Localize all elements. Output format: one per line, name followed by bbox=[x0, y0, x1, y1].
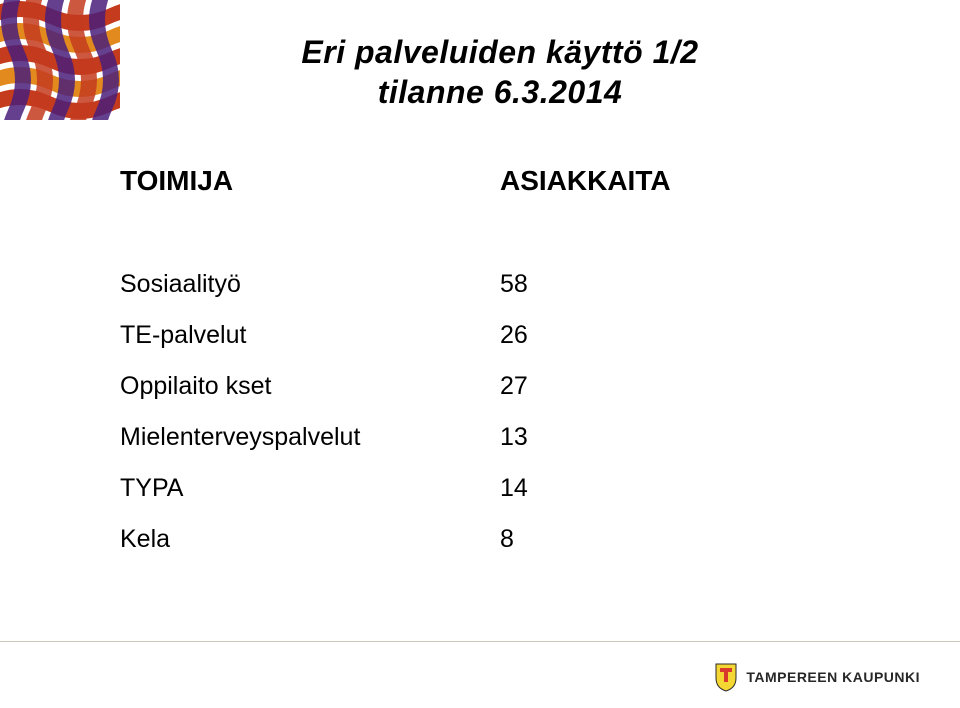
header-left: TOIMIJA bbox=[120, 165, 500, 197]
table-row: Sosiaalityö 58 bbox=[120, 270, 840, 299]
row-label: TE-palvelut bbox=[120, 321, 500, 350]
title-line-2: tilanne 6.3.2014 bbox=[150, 72, 850, 112]
row-label: Mielenterveyspalvelut bbox=[120, 423, 500, 452]
crest-icon bbox=[714, 662, 738, 692]
table-header: TOIMIJA ASIAKKAITA bbox=[120, 165, 840, 197]
slide: Eri palveluiden käyttö 1/2 tilanne 6.3.2… bbox=[0, 0, 960, 708]
footer-city-label: TAMPEREEN KAUPUNKI bbox=[746, 669, 920, 685]
title-line-1: Eri palveluiden käyttö 1/2 bbox=[150, 32, 850, 72]
table-row: TYPA 14 bbox=[120, 474, 840, 503]
table-row: Kela 8 bbox=[120, 525, 840, 554]
row-value: 8 bbox=[500, 525, 800, 554]
footer-divider bbox=[0, 641, 960, 642]
row-label: TYPA bbox=[120, 474, 500, 503]
table-row: Oppilaito kset 27 bbox=[120, 372, 840, 401]
table-row: Mielenterveyspalvelut 13 bbox=[120, 423, 840, 452]
row-label: Sosiaalityö bbox=[120, 270, 500, 299]
row-value: 14 bbox=[500, 474, 800, 503]
table-body: Sosiaalityö 58 TE-palvelut 26 Oppilaito … bbox=[120, 270, 840, 576]
row-label: Kela bbox=[120, 525, 500, 554]
row-value: 13 bbox=[500, 423, 800, 452]
header-right: ASIAKKAITA bbox=[500, 165, 800, 197]
footer-logo: TAMPEREEN KAUPUNKI bbox=[714, 662, 920, 692]
row-value: 26 bbox=[500, 321, 800, 350]
table-row: TE-palvelut 26 bbox=[120, 321, 840, 350]
org-logo bbox=[0, 0, 120, 120]
row-value: 58 bbox=[500, 270, 800, 299]
row-value: 27 bbox=[500, 372, 800, 401]
slide-title: Eri palveluiden käyttö 1/2 tilanne 6.3.2… bbox=[150, 32, 850, 112]
row-label: Oppilaito kset bbox=[120, 372, 500, 401]
